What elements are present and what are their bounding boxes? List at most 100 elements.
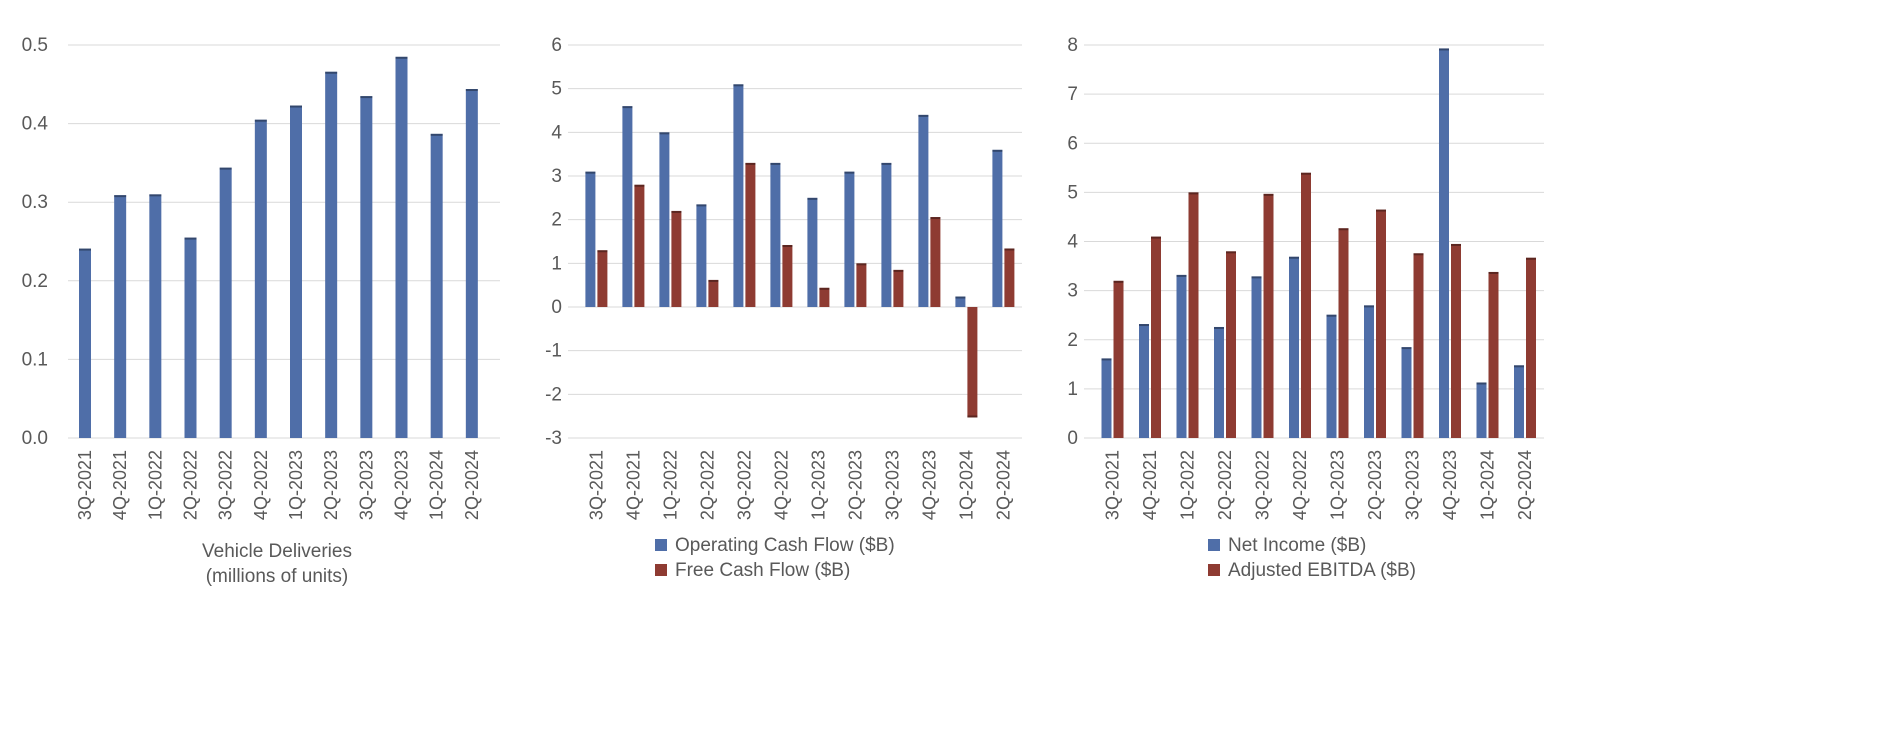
x-tick-label: 4Q-2022 — [251, 450, 271, 520]
bar — [844, 171, 855, 307]
bar — [1326, 314, 1337, 438]
x-tick-label: 3Q-2023 — [1403, 450, 1423, 520]
y-tick-label: 3 — [1067, 281, 1078, 302]
bar-cap — [1151, 236, 1161, 239]
bar-cap — [1439, 48, 1449, 51]
x-tick-label: 1Q-2023 — [286, 450, 306, 520]
y-tick-label: 0.5 — [22, 35, 48, 56]
bar-cap — [430, 133, 443, 136]
x-tick-label: 3Q-2021 — [586, 450, 606, 520]
bar — [325, 71, 338, 438]
bar-cap — [819, 287, 830, 290]
bar-cap — [114, 195, 127, 198]
bar — [1476, 382, 1487, 438]
x-tick-label: 3Q-2023 — [356, 450, 376, 520]
bar-cap — [1301, 172, 1311, 175]
x-tick-label: 1Q-2023 — [808, 450, 828, 520]
bar — [930, 217, 941, 307]
y-tick-label: 6 — [1067, 133, 1078, 154]
x-tick-label: 1Q-2024 — [427, 450, 447, 520]
y-tick-label: -3 — [545, 428, 562, 449]
bar-cap — [585, 171, 596, 174]
bar — [1226, 251, 1236, 438]
bar-cap — [219, 167, 232, 170]
bar — [992, 149, 1003, 307]
bar — [893, 269, 904, 307]
bar — [696, 204, 707, 307]
bar — [881, 162, 892, 307]
bar — [1451, 243, 1461, 438]
x-tick-label: 4Q-2023 — [392, 450, 412, 520]
bar — [395, 56, 408, 438]
y-tick-label: 0.2 — [22, 271, 48, 292]
bar-cap — [1251, 276, 1262, 279]
bar — [1176, 274, 1187, 438]
y-tick-label: 0 — [551, 297, 562, 318]
y-tick-label: 5 — [1067, 182, 1078, 203]
bar — [1364, 305, 1374, 438]
x-tick-label: 4Q-2022 — [1290, 450, 1310, 520]
bar — [1514, 365, 1524, 438]
bar — [585, 171, 596, 307]
bar-cap — [1401, 347, 1412, 350]
bar-cap — [1226, 251, 1236, 254]
bar — [1113, 280, 1124, 438]
bar-cap — [184, 237, 197, 240]
x-tick-label: 1Q-2022 — [660, 450, 680, 520]
bar-cap — [856, 263, 867, 266]
bar — [770, 162, 781, 307]
y-tick-label: 3 — [551, 166, 562, 187]
bar-cap — [254, 119, 267, 122]
bar — [1526, 257, 1536, 438]
x-tick-label: 3Q-2021 — [1103, 450, 1123, 520]
bar-cap — [708, 279, 719, 282]
legend-label: Free Cash Flow ($B) — [675, 560, 850, 581]
bar — [807, 197, 818, 307]
bar — [745, 162, 756, 307]
legend-swatch — [655, 564, 667, 576]
bar — [149, 194, 162, 438]
y-tick-label: 7 — [1067, 84, 1078, 105]
bar — [114, 195, 127, 438]
bar — [1413, 253, 1424, 438]
bar-cap — [807, 197, 818, 200]
bar — [634, 184, 645, 307]
x-tick-label: 2Q-2022 — [1215, 450, 1235, 520]
bar-cap — [893, 269, 904, 272]
bar-cap — [1376, 209, 1386, 212]
bar — [918, 114, 929, 307]
chart-3: 0 1 2 3 4 5 6 7 8 3Q-2021 4Q-2021 1Q-2022 2Q-2022 3Q-… — [1067, 35, 1544, 581]
bar — [1401, 347, 1412, 438]
bar-cap — [290, 105, 302, 108]
bar — [659, 132, 670, 307]
bar-cap — [465, 89, 478, 92]
bar — [597, 250, 608, 307]
bar — [622, 106, 633, 307]
bar-cap — [1139, 324, 1149, 327]
x-tick-label: 1Q-2022 — [1178, 450, 1198, 520]
x-tick-label: 2Q-2024 — [993, 450, 1013, 520]
y-tick-label: -1 — [545, 341, 562, 362]
x-tick-label: 2Q-2023 — [845, 450, 865, 520]
y-tick-label: 6 — [551, 35, 562, 56]
bar-cap — [1526, 257, 1536, 260]
bar-cap — [733, 84, 744, 87]
bar-cap — [79, 248, 91, 251]
bar — [1289, 256, 1299, 438]
y-tick-label: 1 — [551, 253, 562, 274]
bar — [856, 263, 867, 307]
y-tick-label: 2 — [551, 210, 562, 231]
bar-cap — [622, 106, 633, 109]
bar-cap — [1113, 280, 1124, 283]
bar — [708, 279, 719, 307]
bar — [79, 248, 91, 438]
bar — [967, 307, 978, 418]
bar-cap — [918, 114, 929, 117]
bar-cap — [1488, 271, 1499, 274]
bar-cap — [325, 71, 338, 74]
x-tick-label: 4Q-2021 — [1140, 450, 1160, 520]
x-tick-label: 2Q-2024 — [1515, 450, 1535, 520]
x-tick-label: 2Q-2023 — [1365, 450, 1385, 520]
bar-cap — [770, 162, 781, 165]
